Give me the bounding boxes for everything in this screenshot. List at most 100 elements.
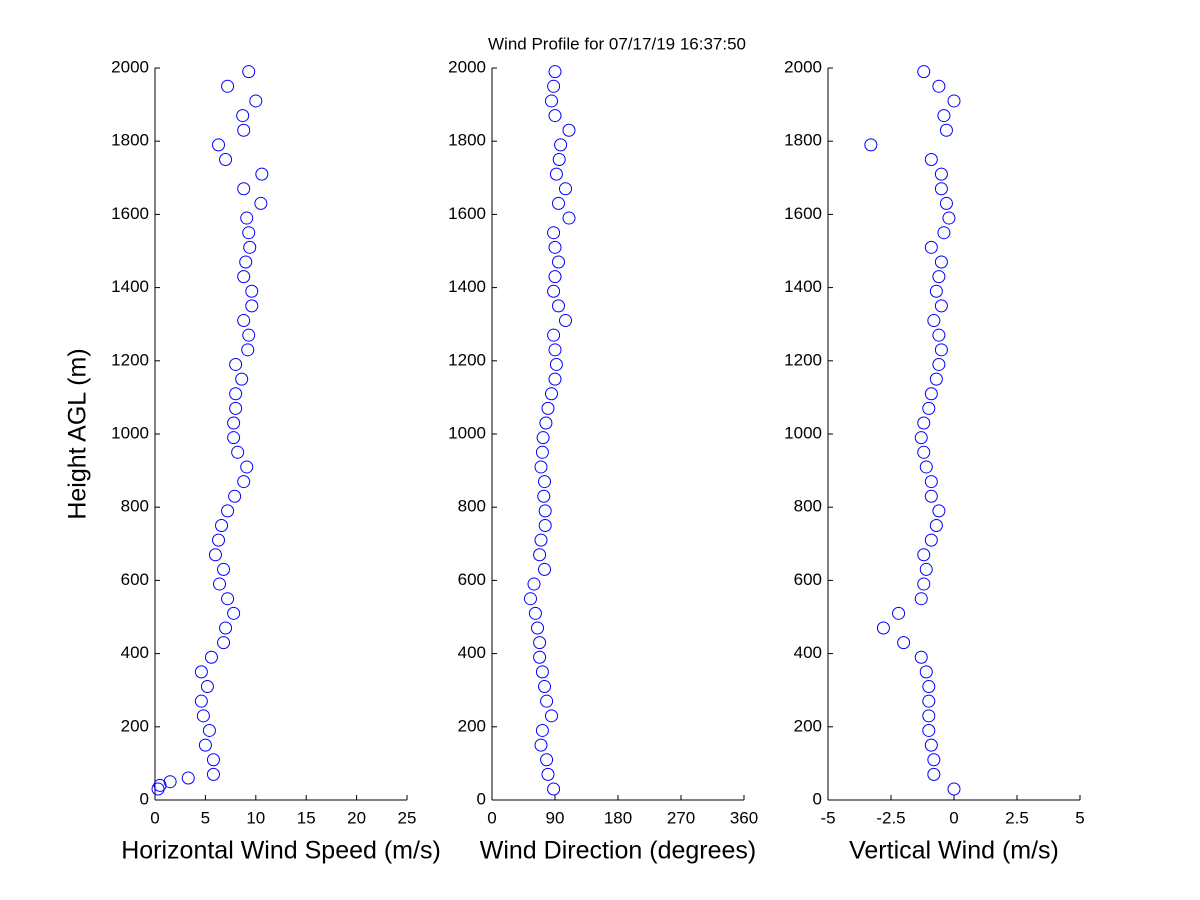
point [545,387,558,401]
point [922,680,936,694]
point [533,548,547,562]
point [924,533,938,547]
point [202,723,216,737]
point [548,343,562,357]
point [206,767,220,781]
y-tick-label: 200 [458,716,486,735]
y-tick-label: 400 [794,643,822,662]
point [540,753,554,767]
point [917,577,931,591]
y-tick-label: 0 [477,789,486,808]
point [531,621,544,635]
point [932,328,946,342]
y-tick-label: 1200 [784,350,822,369]
y-tick-label: 1400 [111,277,149,296]
point [932,270,946,284]
y-tick-label: 200 [121,716,149,735]
x-tick-label: 20 [347,808,366,827]
x-tick-label: 180 [604,808,632,827]
figure-title: Wind Profile for 07/17/19 16:37:50 [488,34,746,53]
point [914,431,928,445]
point [929,372,943,386]
point [547,284,561,298]
point [198,738,212,752]
point [554,138,568,152]
x-tick-label: 25 [398,808,417,827]
point [534,533,548,547]
point [892,606,906,620]
point [548,109,562,123]
y-tick-label: 1000 [784,423,822,442]
point [924,153,938,166]
point [240,211,254,225]
x-tick-label: 90 [546,808,565,827]
point [242,328,256,342]
point [937,226,951,240]
point [204,650,218,664]
point [939,196,953,210]
x-axis-label: Horizontal Wind Speed (m/s) [121,837,441,865]
point [939,123,953,137]
point [538,504,552,518]
point [229,401,243,415]
y-tick-label: 800 [794,497,822,516]
point [548,270,562,284]
point [242,226,256,240]
point [934,343,948,357]
point [221,79,235,93]
point [934,167,948,181]
point [237,182,251,196]
point [535,665,549,679]
point [929,519,943,532]
y-tick-label: 0 [140,789,149,808]
point [864,138,878,152]
x-tick-label: 270 [667,808,695,827]
point [947,782,961,796]
x-tick-label: 0 [150,808,159,827]
point [548,240,562,254]
x-tick-label: -2.5 [876,808,905,827]
y-tick-label: 400 [458,643,486,662]
x-tick-label: 0 [487,808,496,827]
point [215,519,229,532]
point [924,387,938,401]
point [927,767,941,781]
point [934,299,948,313]
point [245,284,259,298]
point [537,489,551,503]
point [897,636,911,650]
point [228,489,242,503]
point [917,416,931,430]
point [547,79,561,93]
point [947,94,961,108]
point [547,782,561,796]
point [538,680,551,694]
y-tick-label: 2000 [448,57,486,76]
x-tick-label: 10 [246,808,265,827]
y-tick-label: 1000 [448,423,486,442]
point [934,182,948,196]
point [227,606,241,620]
point [545,709,558,723]
point [241,343,255,357]
y-tick-label: 1600 [111,204,149,223]
point [549,167,563,181]
point [552,299,565,313]
y-tick-label: 1800 [784,131,822,150]
point [548,65,562,79]
point [539,416,553,430]
point [927,753,941,767]
point [535,445,549,459]
point [535,723,549,737]
point [922,709,936,723]
point [549,357,563,371]
y-tick-label: 800 [458,497,486,516]
point [914,592,928,606]
point [200,680,214,694]
point [922,694,936,708]
point [235,372,249,386]
point [213,577,227,591]
point [919,460,933,474]
point [548,372,562,386]
point [227,431,241,445]
